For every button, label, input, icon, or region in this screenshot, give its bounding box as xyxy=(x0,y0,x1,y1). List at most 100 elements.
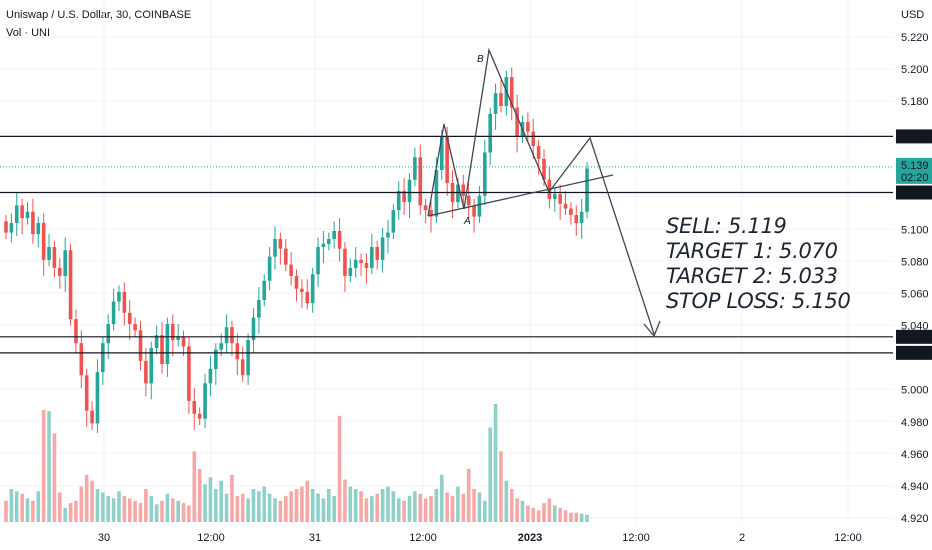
volume-bar xyxy=(101,492,105,522)
volume-bar xyxy=(310,488,315,522)
candle-body xyxy=(144,360,148,384)
candle-body xyxy=(160,335,164,365)
bar-countdown-label: 02:20 xyxy=(901,172,929,184)
volume-bar xyxy=(466,468,471,522)
volume-bar xyxy=(20,493,24,522)
candle-body xyxy=(483,152,487,196)
pattern-zigzag xyxy=(427,47,655,335)
volume-bar xyxy=(95,488,100,522)
volume-bar xyxy=(579,513,584,522)
volume-bar xyxy=(154,504,159,522)
candle-body xyxy=(305,291,310,304)
candle-body xyxy=(246,340,250,376)
candle-body xyxy=(138,330,143,361)
candle-body xyxy=(461,184,466,196)
candle-body xyxy=(300,288,304,292)
volume-bar xyxy=(327,488,331,522)
price-tick-label: 4.940 xyxy=(901,481,929,493)
volume-bar xyxy=(36,491,41,522)
time-tick-label: 31 xyxy=(309,532,321,544)
price-badge-label: 5.139 xyxy=(901,160,929,172)
candle-body xyxy=(79,343,84,376)
candle-body xyxy=(434,170,439,217)
volume-bar xyxy=(515,498,519,522)
volume-bar xyxy=(111,498,116,522)
volume-bar xyxy=(316,493,320,522)
candle-body xyxy=(208,368,213,384)
volume-bar xyxy=(230,474,234,522)
candle-body xyxy=(558,194,562,204)
candle-body xyxy=(273,239,277,257)
time-tick-label: 12:00 xyxy=(197,532,225,544)
volume-bar xyxy=(273,498,277,522)
volume-bar xyxy=(423,498,428,522)
volume-bar xyxy=(138,503,143,522)
candle-body xyxy=(531,131,536,147)
volume-bar xyxy=(332,496,336,522)
price-tick-label: 4.960 xyxy=(901,449,929,461)
candle-body xyxy=(359,259,363,264)
candle-body xyxy=(235,343,240,360)
time-tick-label: 2023 xyxy=(518,532,542,544)
volume-bar xyxy=(413,491,417,522)
candle-body xyxy=(499,93,503,106)
volume-bar xyxy=(144,488,148,522)
volume-bar xyxy=(574,512,579,522)
price-level-badge xyxy=(896,329,932,344)
candle-body xyxy=(47,247,51,260)
chart-pattern-drawing: A B xyxy=(427,47,661,338)
price-level-badge xyxy=(896,345,932,360)
candle-body xyxy=(343,248,347,276)
time-tick-label: 12:00 xyxy=(834,532,862,544)
candle-body xyxy=(154,335,159,349)
candle-body xyxy=(90,410,94,424)
volume-bar xyxy=(165,493,170,522)
volume-bar xyxy=(531,507,536,522)
candlesticks xyxy=(4,67,589,434)
volume-bar xyxy=(488,427,492,522)
candle-body xyxy=(466,195,471,206)
time-axis[interactable]: 30 12:00 31 12:00 2023 12:00 2 12:00 xyxy=(98,532,862,544)
candle-body xyxy=(321,243,326,248)
volume-bar xyxy=(300,486,304,522)
volume-bar xyxy=(214,488,218,522)
volume-bar xyxy=(569,512,573,522)
volume-bar xyxy=(170,498,175,522)
candle-body xyxy=(569,208,573,215)
candle-body xyxy=(106,323,111,344)
candle-body xyxy=(332,231,336,240)
volume-bar xyxy=(472,488,476,522)
candle-body xyxy=(101,343,105,373)
volume-bar xyxy=(558,507,562,522)
candle-body xyxy=(214,349,218,369)
volume-bar xyxy=(375,493,380,522)
candle-body xyxy=(149,348,154,384)
candle-body xyxy=(63,250,67,276)
volume-bar xyxy=(127,498,132,522)
volume-bar xyxy=(79,486,84,522)
volume-bar xyxy=(321,498,326,522)
volume-bar xyxy=(246,498,250,522)
candle-body xyxy=(526,121,530,132)
volume-bar xyxy=(9,488,14,522)
price-level-badge xyxy=(896,129,932,144)
price-tick-label: 5.180 xyxy=(901,96,929,108)
price-tick-label: 5.060 xyxy=(901,289,929,301)
candle-body xyxy=(375,247,380,260)
volume-bar xyxy=(197,468,202,522)
volume-bar xyxy=(386,486,390,522)
volume-bar xyxy=(181,503,186,522)
arrow-head xyxy=(643,320,661,338)
candle-body xyxy=(423,205,428,211)
candle-body xyxy=(278,239,283,249)
time-tick-label: 12:00 xyxy=(622,532,650,544)
pattern-point-b: B xyxy=(477,54,484,65)
chart-title: Uniswap / U.S. Dollar, 30, COINBASE xyxy=(6,9,192,21)
price-axis[interactable]: USD 5.2205.2005.1805.1405.1005.0805.0605… xyxy=(901,9,929,525)
candle-body xyxy=(493,93,498,114)
candle-body xyxy=(445,136,449,183)
volume-bar xyxy=(224,493,229,522)
volume-bar xyxy=(106,496,111,522)
candle-body xyxy=(413,157,417,180)
